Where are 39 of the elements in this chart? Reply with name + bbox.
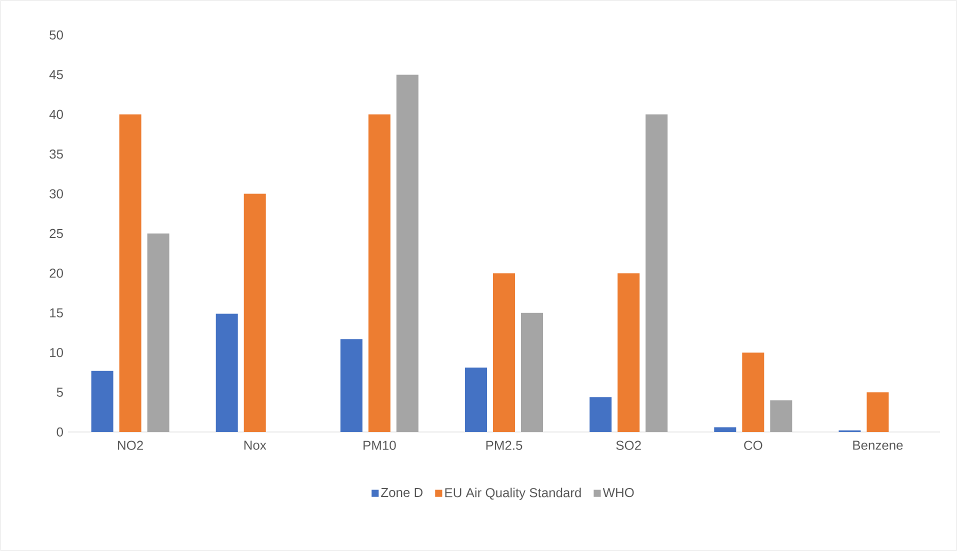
bar xyxy=(770,400,792,432)
bar xyxy=(590,397,612,432)
bar xyxy=(368,114,390,432)
legend-label: Zone D xyxy=(381,488,423,498)
bar xyxy=(646,114,668,432)
bar xyxy=(91,370,114,432)
bar xyxy=(119,114,142,432)
x-tick-label: Benzene xyxy=(853,440,903,450)
x-tick-label: CO xyxy=(744,440,762,450)
y-tick-label: 40 xyxy=(49,110,63,119)
bar xyxy=(244,194,266,432)
bar xyxy=(521,312,544,432)
y-tick-label: 0 xyxy=(56,427,63,437)
y-tick-label: 15 xyxy=(50,308,63,318)
bar xyxy=(493,273,516,432)
y-tick-label: 5 xyxy=(56,388,63,397)
bar xyxy=(714,427,736,432)
x-tick-label: NO2 xyxy=(118,440,143,450)
y-tick-label: 50 xyxy=(50,30,63,40)
y-tick-label: 45 xyxy=(49,70,63,80)
bar xyxy=(742,352,764,432)
y-tick-label: 20 xyxy=(50,268,63,278)
legend-label: WHO xyxy=(602,488,634,498)
y-tick-label: 35 xyxy=(50,150,63,159)
bar xyxy=(216,314,238,432)
y-tick-label: 30 xyxy=(50,189,63,198)
bar xyxy=(866,392,889,432)
x-tick-label: PM10 xyxy=(364,440,396,450)
legend-label: EU Air Quality Standard xyxy=(445,488,581,500)
y-tick-label: 10 xyxy=(50,348,63,358)
bar xyxy=(465,368,488,432)
y-tick-label: 25 xyxy=(50,228,63,238)
bar xyxy=(147,234,170,432)
x-tick-label: SO2 xyxy=(616,440,641,450)
bar xyxy=(396,74,418,432)
bar xyxy=(340,339,362,432)
x-tick-label: Nox xyxy=(244,440,266,450)
x-tick-label: PM2.5 xyxy=(486,440,522,450)
bar xyxy=(618,273,640,432)
